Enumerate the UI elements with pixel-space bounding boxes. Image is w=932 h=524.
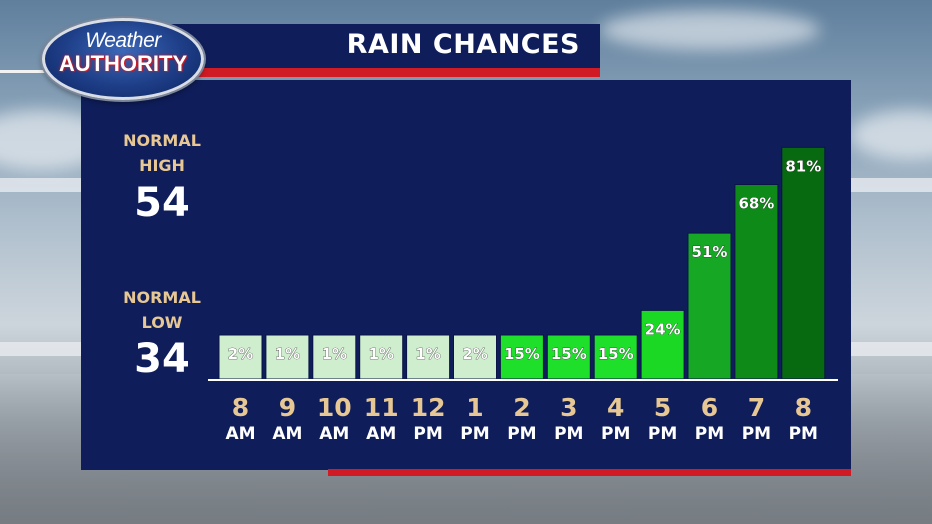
data-label-7: 15% xyxy=(551,345,587,363)
tick-period-12: PM xyxy=(789,424,818,444)
tick-hour-11: 7 xyxy=(748,393,765,422)
tick-period-8: PM xyxy=(601,424,630,444)
data-label-1: 1% xyxy=(275,345,300,363)
tick-hour-10: 6 xyxy=(701,393,718,422)
bar-3 xyxy=(359,334,404,380)
normal-low-value: 34 xyxy=(134,336,190,382)
tick-period-10: PM xyxy=(695,424,724,444)
bar-0 xyxy=(218,334,263,380)
tick-period-7: PM xyxy=(554,424,583,444)
logo-word-authority: AUTHORITY xyxy=(58,51,188,76)
normal-low-label-line2: LOW xyxy=(141,313,183,332)
background-beam xyxy=(0,178,90,192)
data-label-10: 51% xyxy=(692,243,728,261)
tick-hour-12: 8 xyxy=(795,393,812,422)
bottom-accent-bar xyxy=(328,469,851,476)
tick-period-2: AM xyxy=(319,424,349,444)
background-beam xyxy=(850,342,932,356)
tick-period-3: AM xyxy=(366,424,396,444)
tick-hour-8: 4 xyxy=(607,393,624,422)
data-label-11: 68% xyxy=(738,195,774,213)
bar-4 xyxy=(406,334,451,380)
data-label-5: 2% xyxy=(462,345,487,363)
data-label-12: 81% xyxy=(785,157,821,175)
data-label-3: 1% xyxy=(368,345,393,363)
tick-period-9: PM xyxy=(648,424,677,444)
data-label-6: 15% xyxy=(504,345,540,363)
tick-hour-0: 8 xyxy=(232,393,249,422)
bar-9 xyxy=(640,309,685,380)
tick-hour-5: 1 xyxy=(466,393,483,422)
data-label-8: 15% xyxy=(598,345,634,363)
tick-period-1: AM xyxy=(272,424,302,444)
bar-7 xyxy=(546,334,591,380)
logo-word-weather: Weather xyxy=(85,29,161,52)
data-label-9: 24% xyxy=(645,320,681,338)
data-label-2: 1% xyxy=(322,345,347,363)
tick-hour-2: 10 xyxy=(317,393,352,422)
title-accent-bar xyxy=(150,68,600,77)
bar-6 xyxy=(499,334,544,380)
tick-period-4: PM xyxy=(413,424,442,444)
tick-hour-4: 12 xyxy=(411,393,446,422)
title-banner: RAIN CHANCES xyxy=(150,24,600,68)
bar-1 xyxy=(265,334,310,380)
tick-period-5: PM xyxy=(460,424,489,444)
weather-authority-logo: Weather AUTHORITY xyxy=(42,18,204,100)
tick-hour-6: 2 xyxy=(513,393,530,422)
normal-low-label-line1: NORMAL xyxy=(123,288,201,307)
bar-11 xyxy=(734,184,779,380)
data-label-0: 2% xyxy=(228,345,253,363)
normal-high-label-line2: HIGH xyxy=(139,156,185,175)
tick-period-11: PM xyxy=(742,424,771,444)
bar-8 xyxy=(593,334,638,380)
tick-period-6: PM xyxy=(507,424,536,444)
tick-hour-7: 3 xyxy=(560,393,577,422)
header-rule xyxy=(0,70,60,73)
sky-cloud xyxy=(600,10,820,50)
page-title: RAIN CHANCES xyxy=(346,29,580,60)
tick-hour-9: 5 xyxy=(654,393,671,422)
bar-2 xyxy=(312,334,357,380)
normal-high-value: 54 xyxy=(134,180,190,226)
tick-period-0: AM xyxy=(225,424,255,444)
tick-hour-1: 9 xyxy=(279,393,296,422)
bar-5 xyxy=(453,334,497,380)
background-beam xyxy=(0,342,90,356)
data-label-4: 1% xyxy=(415,345,440,363)
normal-high-label-line1: NORMAL xyxy=(123,131,201,150)
background-beam xyxy=(850,178,932,192)
chart-baseline xyxy=(208,379,838,381)
bar-10 xyxy=(687,232,732,380)
tick-hour-3: 11 xyxy=(364,393,399,422)
bar-12 xyxy=(781,146,826,380)
